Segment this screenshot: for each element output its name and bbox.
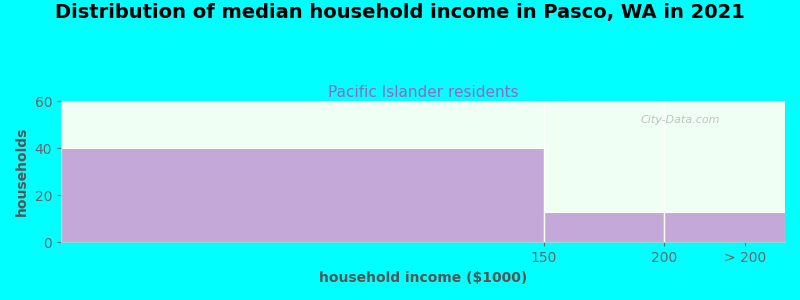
Bar [664,212,785,242]
Text: City-Data.com: City-Data.com [640,115,720,124]
Bar [62,148,544,242]
Text: Distribution of median household income in Pasco, WA in 2021: Distribution of median household income … [55,3,745,22]
Bar [544,212,664,242]
Y-axis label: households: households [15,127,29,217]
X-axis label: household income ($1000): household income ($1000) [319,271,527,285]
Title: Pacific Islander residents: Pacific Islander residents [328,85,518,100]
